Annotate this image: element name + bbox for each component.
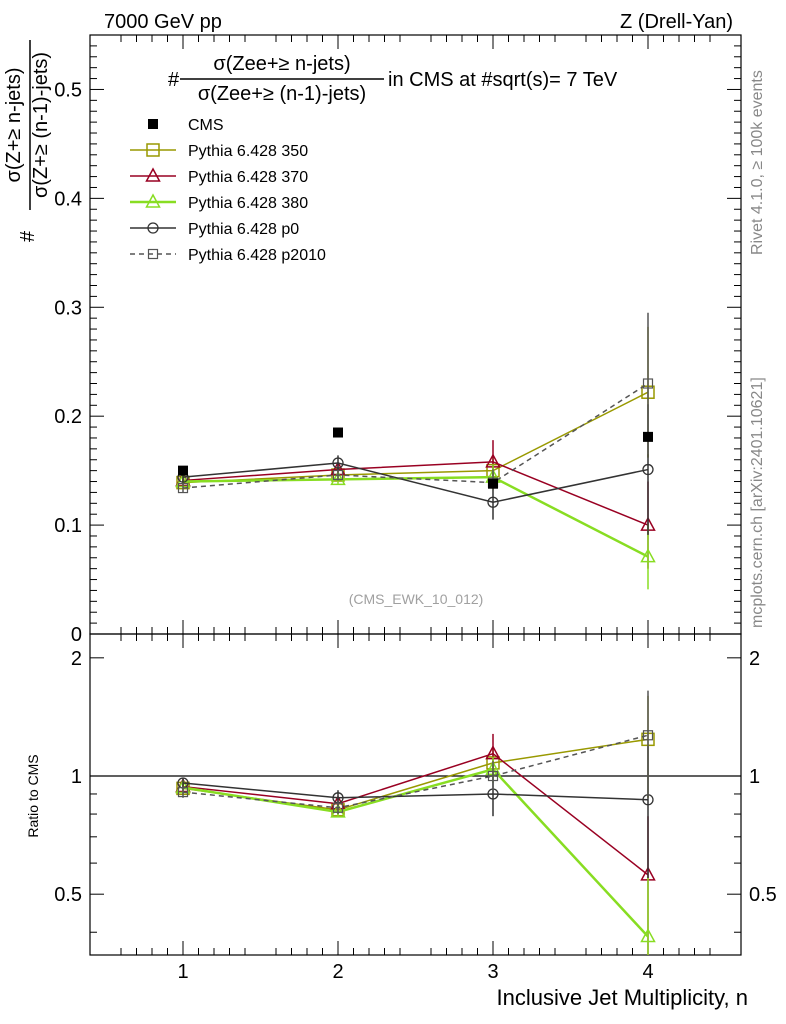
legend-entry: Pythia 6.428 380	[188, 195, 308, 212]
main-ylabel: # σ(Z+≥ n-jets) σ(Z+≥ (n-1)-jets)	[3, 40, 52, 242]
x-tick-label: 1	[177, 961, 188, 983]
legend-entry: Pythia 6.428 p2010	[188, 247, 326, 264]
x-tick-label: 2	[332, 961, 343, 983]
series-line-pythia-6-428-350	[182, 391, 649, 484]
energy-label: 7000 GeV pp	[104, 11, 222, 33]
legend-marker	[145, 167, 161, 182]
main-ylabel-prefix: #	[17, 230, 39, 242]
ratio-frame	[89, 633, 742, 956]
process-label: Z (Drell-Yan)	[620, 11, 733, 33]
ratio-y-tick-label-right: 1	[749, 766, 760, 788]
main-y-tick-label: 0	[71, 624, 82, 646]
series-line-pythia-6-428-p0	[182, 462, 649, 503]
legend-entry: Pythia 6.428 p0	[188, 221, 299, 238]
point-cms	[178, 465, 188, 476]
point-cms	[643, 431, 653, 442]
legend-entry: CMS	[188, 117, 224, 134]
analysis-id: (CMS_EWK_10_012)	[349, 591, 484, 607]
ratio-ylabel: Ratio to CMS	[25, 754, 41, 837]
ratio-y-tick-label: 1	[71, 766, 82, 788]
ratio-point-pythia-6-428-380	[640, 927, 656, 943]
title-denominator: σ(Zee+≥ (n-1)-jets)	[198, 83, 366, 105]
point-pythia-6-428-p2010	[332, 469, 344, 481]
legend-entry: Pythia 6.428 370	[188, 169, 308, 186]
legend-marker	[145, 193, 161, 208]
series-line-pythia-6-428-370	[182, 461, 649, 526]
title-prefix: #	[168, 69, 180, 91]
main-y-tick-label: 0.4	[54, 188, 82, 210]
series-line-pythia-6-428-380	[182, 475, 649, 558]
main-ylabel-numerator: σ(Z+≥ n-jets)	[3, 68, 25, 183]
ratio-y-tick-label-right: 0.5	[749, 884, 777, 906]
plot-title: # σ(Zee+≥ n-jets) σ(Zee+≥ (n-1)-jets) in…	[168, 53, 618, 105]
main-ylabel-denominator: σ(Z+≥ (n-1)-jets)	[30, 52, 52, 198]
ratio-line-pythia-6-428-380	[182, 767, 649, 938]
point-cms	[488, 478, 498, 489]
ratio-point-pythia-6-428-p2010	[177, 786, 189, 798]
main-y-tick-label: 0.2	[54, 406, 82, 428]
title-suffix: in CMS at #sqrt(s)= 7 TeV	[388, 69, 618, 91]
ratio-line-pythia-6-428-p0	[182, 782, 649, 801]
legend: CMS Pythia 6.428 350 Pythia 6.428 370 Pythi…	[130, 117, 326, 264]
ratio-point-pythia-6-428-380	[330, 803, 346, 818]
title-numerator: σ(Zee+≥ n-jets)	[213, 53, 350, 75]
ratio-y-tick-label-right: 2	[749, 648, 760, 670]
point-pythia-6-428-380	[330, 470, 346, 486]
point-pythia-6-428-p0	[332, 457, 344, 469]
ratio-line-pythia-6-428-p2010	[182, 734, 649, 809]
ratio-point-pythia-6-428-p2010	[487, 770, 499, 782]
xlabel: Inclusive Jet Multiplicity, n	[497, 985, 748, 1010]
main-y-tick-label: 0.3	[54, 297, 82, 319]
point-pythia-6-428-p0	[642, 463, 654, 476]
legend-marker	[146, 143, 160, 157]
main-y-tick-label: 0.1	[54, 515, 82, 537]
mcplots-label: mcplots.cern.ch [arXiv:2401.10621]	[749, 377, 766, 628]
legend-marker	[148, 119, 158, 129]
point-pythia-6-428-p2010	[177, 482, 189, 494]
legend-marker	[147, 248, 159, 260]
ratio-point-pythia-6-428-p2010	[642, 730, 654, 741]
ratio-y-tick-label: 0.5	[54, 884, 82, 906]
point-pythia-6-428-p0	[487, 496, 499, 508]
rivet-label: Rivet 4.1.0, ≥ 100k events	[749, 70, 766, 255]
ratio-point-pythia-6-428-p2010	[332, 802, 344, 813]
x-tick-label: 4	[642, 961, 653, 983]
point-pythia-6-428-p2010	[642, 378, 654, 389]
x-tick-label: 3	[487, 961, 498, 983]
ratio-y-tick-label: 2	[71, 648, 82, 670]
ratio-panel: 1 2 3 4 0.5 0.5 1 1 2 2	[54, 633, 777, 983]
point-cms	[333, 427, 343, 438]
main-y-tick-label: 0.5	[54, 79, 82, 101]
legend-entry: Pythia 6.428 350	[188, 143, 308, 160]
point-pythia-6-428-380	[640, 548, 656, 563]
ratio-line-pythia-6-428-370	[182, 752, 649, 876]
legend-marker	[147, 222, 159, 234]
